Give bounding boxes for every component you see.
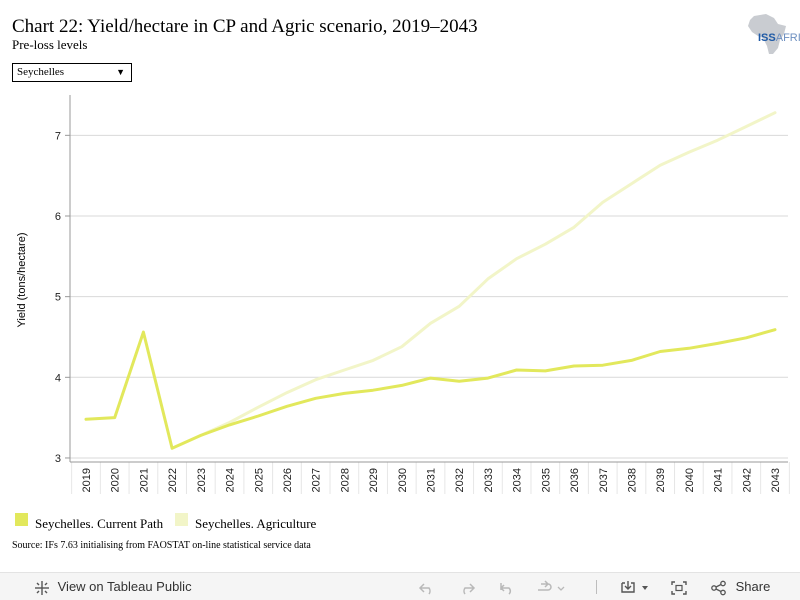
redo-button[interactable] xyxy=(458,573,476,600)
y-tick-label: 7 xyxy=(55,130,61,142)
undo-button[interactable] xyxy=(418,573,436,600)
download-button[interactable] xyxy=(620,573,652,600)
legend-swatch-agriculture xyxy=(175,513,188,526)
fullscreen-icon xyxy=(671,580,687,595)
tableau-logo-icon xyxy=(35,580,49,595)
caret-down-icon: ▼ xyxy=(116,67,125,77)
x-tick-label: 2039 xyxy=(655,468,667,492)
fullscreen-button[interactable] xyxy=(670,573,688,600)
y-tick-label: 5 xyxy=(55,292,61,304)
tableau-toolbar: View on Tableau Public xyxy=(0,572,800,600)
x-tick-label: 2029 xyxy=(368,468,380,492)
x-tick-label: 2027 xyxy=(311,468,323,492)
dropdown-selected-value: Seychelles xyxy=(17,66,65,78)
x-tick-label: 2038 xyxy=(626,468,638,492)
x-tick-label: 2021 xyxy=(138,468,150,492)
x-tick-label: 2019 xyxy=(81,468,93,492)
legend-label-current-path: Seychelles. Current Path xyxy=(35,516,164,531)
x-tick-label: 2032 xyxy=(454,468,466,492)
y-tick-label: 4 xyxy=(55,372,61,384)
series-line-current-path xyxy=(84,328,777,450)
x-tick-label: 2030 xyxy=(397,468,409,492)
x-tick-label: 2037 xyxy=(598,468,610,492)
revert-icon xyxy=(499,582,512,595)
x-tick-label: 2043 xyxy=(770,468,782,492)
y-tick-label: 3 xyxy=(55,453,61,465)
refresh-button[interactable] xyxy=(536,573,566,600)
source-note: Source: IFs 7.63 initialising from FAOST… xyxy=(12,540,311,551)
line-chart: 3 4 5 6 7 2019 2020 2021 2022 2023 2024 2025 2026 202… xyxy=(55,95,790,494)
x-tick-label: 2034 xyxy=(512,468,524,492)
x-tick-label: 2042 xyxy=(741,468,753,492)
x-tick-label: 2036 xyxy=(569,468,581,492)
x-tick-label: 2028 xyxy=(339,468,351,492)
x-tick-label: 2025 xyxy=(253,468,265,492)
logo-text: ISSAFRICA xyxy=(758,32,800,44)
download-icon xyxy=(621,580,648,593)
toolbar-separator xyxy=(596,580,597,594)
chart-subtitle: Pre-loss levels xyxy=(12,37,88,52)
series-line-agriculture xyxy=(199,111,777,437)
x-tick-label: 2024 xyxy=(225,468,237,492)
country-dropdown[interactable]: Seychelles ▼ xyxy=(12,63,132,82)
share-icon xyxy=(711,580,726,595)
x-tick-label: 2026 xyxy=(282,468,294,492)
x-tick-label: 2033 xyxy=(483,468,495,492)
share-button[interactable]: Share xyxy=(710,573,770,600)
chart-title: Chart 22: Yield/hectare in CP and Agric … xyxy=(12,16,478,37)
africa-logo-icon xyxy=(748,14,786,54)
y-tick-label: 6 xyxy=(55,211,61,223)
revert-button[interactable] xyxy=(498,573,516,600)
x-tick-label: 2041 xyxy=(713,468,725,492)
legend-label-agriculture: Seychelles. Agriculture xyxy=(195,516,317,531)
refresh-icon xyxy=(538,580,565,591)
x-tick-label: 2035 xyxy=(540,468,552,492)
redo-icon xyxy=(463,583,476,595)
view-on-tableau-button[interactable]: View on Tableau Public xyxy=(34,573,192,600)
x-tick-label: 2020 xyxy=(110,468,122,492)
x-tick-label: 2040 xyxy=(684,468,696,492)
x-tick-label: 2022 xyxy=(167,468,179,492)
legend-swatch-current-path xyxy=(15,513,28,526)
x-tick-label: 2031 xyxy=(426,468,438,492)
x-tick-label: 2023 xyxy=(196,468,208,492)
undo-icon xyxy=(418,583,431,595)
